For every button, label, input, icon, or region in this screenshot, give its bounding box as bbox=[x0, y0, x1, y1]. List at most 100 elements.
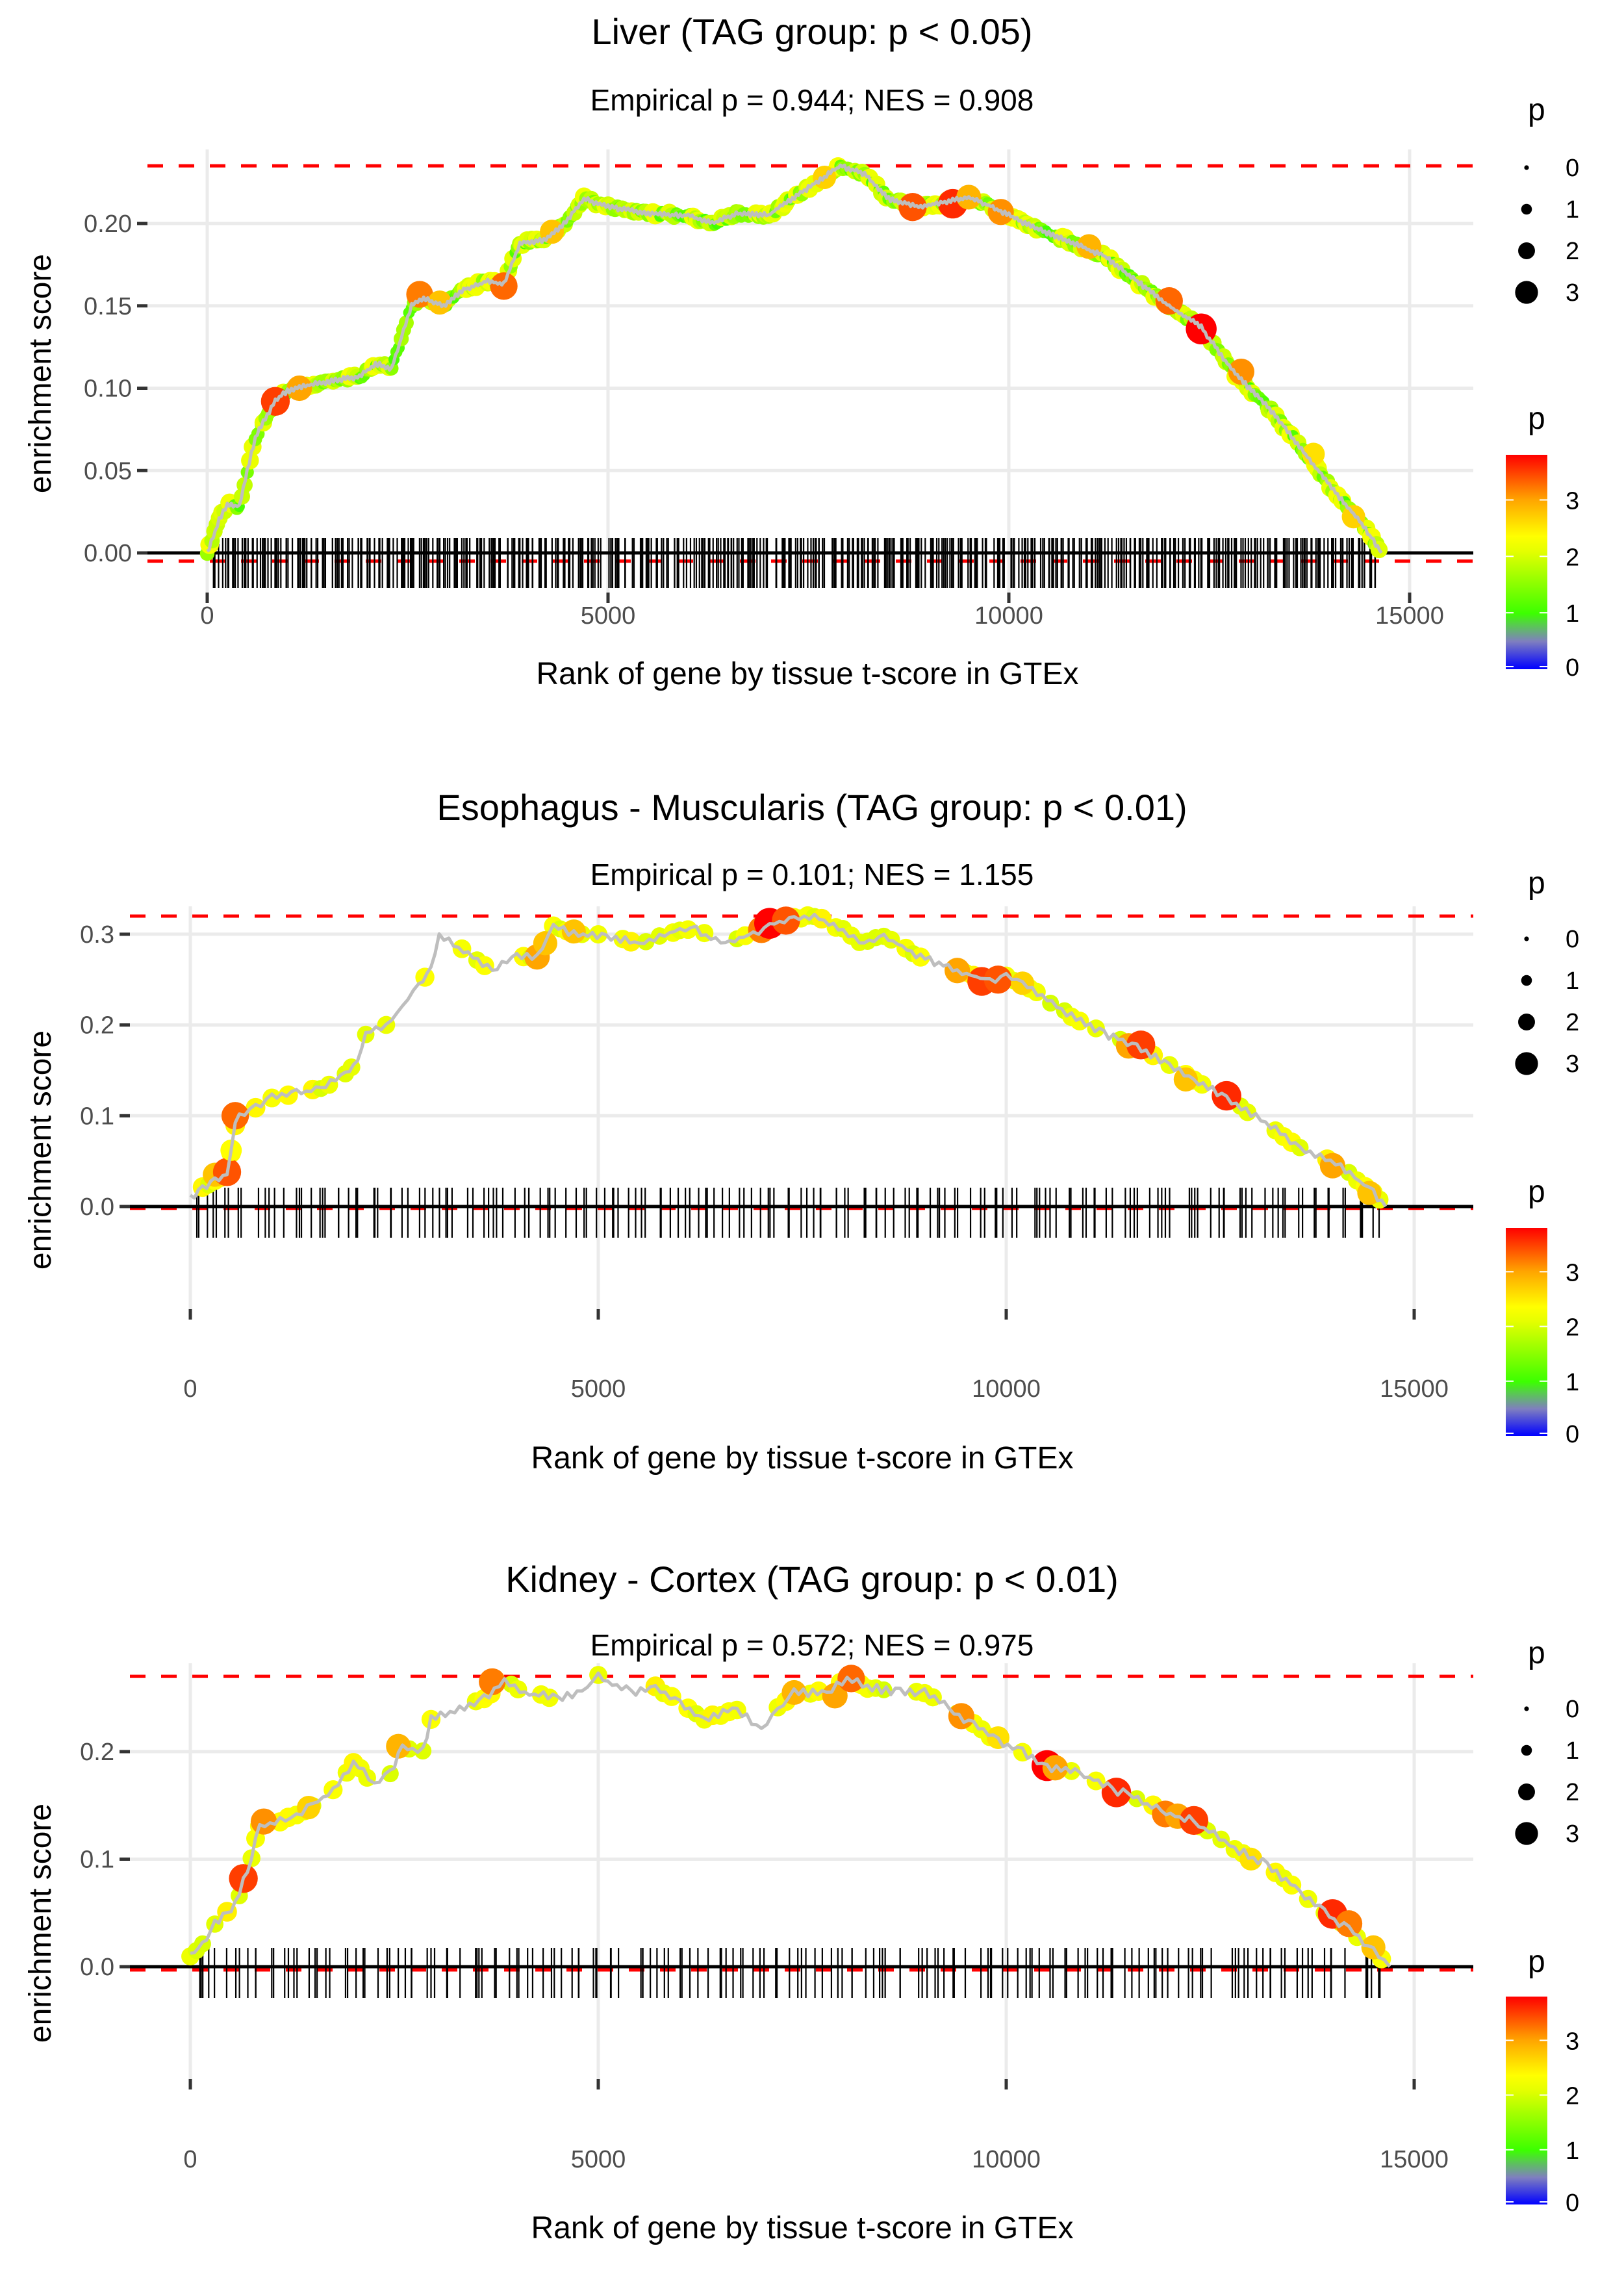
rug-ticks bbox=[199, 1948, 1381, 1998]
data-point-highlight bbox=[822, 1683, 848, 1709]
plot-area: 0.00 0.05 0.10 0.15 0.20 0 5000 10000 15000 bbox=[84, 149, 1473, 630]
y-tick-label: 0.00 bbox=[84, 540, 132, 567]
y-tick-label: 0.05 bbox=[84, 457, 132, 485]
size-legend-title: p bbox=[1528, 866, 1545, 901]
data-point-highlight bbox=[250, 1808, 277, 1835]
chart-subtitle: Empirical p = 0.572; NES = 0.975 bbox=[590, 1628, 1034, 1662]
colorbar-label: 1 bbox=[1566, 1369, 1579, 1396]
data-point-highlight bbox=[1302, 442, 1325, 466]
size-legend-key bbox=[1515, 281, 1538, 304]
y-tick-label: 0.20 bbox=[84, 211, 132, 238]
size-legend-key bbox=[1518, 1014, 1535, 1030]
color-legend: p 0 1 2 3 bbox=[1506, 1945, 1579, 2217]
data-point-highlight bbox=[490, 272, 518, 300]
x-tick-label: 5000 bbox=[581, 602, 636, 630]
colorbar bbox=[1506, 1228, 1547, 1436]
x-tick-label: 10000 bbox=[974, 602, 1043, 630]
x-tick-label: 15000 bbox=[1380, 1375, 1449, 1403]
es-points bbox=[181, 1665, 1391, 1969]
size-legend-label: 3 bbox=[1566, 279, 1579, 307]
size-legend-key bbox=[1518, 1783, 1535, 1800]
data-point-highlight bbox=[479, 1668, 506, 1696]
y-tick-label: 0.1 bbox=[80, 1846, 114, 1874]
x-tick-label: 10000 bbox=[972, 2146, 1041, 2173]
data-point-highlight bbox=[837, 1665, 865, 1693]
colorbar-label: 3 bbox=[1566, 2028, 1579, 2055]
data-point-highlight bbox=[386, 1733, 411, 1759]
size-legend-key bbox=[1521, 1744, 1532, 1756]
data-point-highlight bbox=[1228, 359, 1254, 385]
x-axis-title: Rank of gene by tissue t-score in GTEx bbox=[536, 657, 1078, 691]
color-legend-title: p bbox=[1528, 1175, 1545, 1209]
size-legend-label: 1 bbox=[1566, 1737, 1579, 1765]
size-legend-label: 1 bbox=[1566, 196, 1579, 224]
size-legend-label: 3 bbox=[1566, 1051, 1579, 1078]
data-point-highlight bbox=[1335, 1910, 1363, 1937]
running-es-line bbox=[206, 163, 1383, 554]
chart-title: Kidney - Cortex (TAG group: p < 0.01) bbox=[505, 1559, 1119, 1600]
colorbar bbox=[1506, 1997, 1547, 2204]
size-legend: p 0 1 2 3 bbox=[1515, 1636, 1579, 1848]
data-point bbox=[262, 1088, 282, 1108]
size-legend-key bbox=[1524, 165, 1529, 170]
rug-ticks bbox=[212, 538, 1377, 588]
size-legend-key bbox=[1521, 203, 1532, 215]
size-legend-key bbox=[1524, 936, 1529, 941]
y-axis-title: enrichment score bbox=[23, 254, 58, 493]
plot-area: 0.0 0.1 0.2 0.3 0 5000 10000 15000 bbox=[80, 906, 1473, 1403]
x-tick-label: 5000 bbox=[571, 2146, 626, 2173]
size-legend-label: 2 bbox=[1566, 238, 1579, 265]
colorbar-label: 0 bbox=[1566, 1421, 1579, 1448]
size-legend-label: 1 bbox=[1566, 967, 1579, 995]
es-points bbox=[192, 906, 1389, 1209]
data-point bbox=[662, 1687, 681, 1706]
x-tick-label: 0 bbox=[183, 1375, 197, 1403]
color-legend-title: p bbox=[1528, 402, 1545, 436]
size-legend-key bbox=[1515, 1052, 1538, 1075]
y-tick-label: 0.2 bbox=[80, 1739, 114, 1766]
plot-area: 0.0 0.1 0.2 0 5000 10000 15000 bbox=[80, 1663, 1473, 2173]
y-tick-label: 0.0 bbox=[80, 1194, 114, 1221]
size-legend-label: 2 bbox=[1566, 1779, 1579, 1806]
es-points bbox=[199, 157, 1388, 561]
size-legend: p 0 1 2 3 bbox=[1515, 93, 1579, 307]
colorbar-label: 2 bbox=[1566, 1314, 1579, 1342]
x-tick-label: 5000 bbox=[571, 1375, 626, 1403]
y-tick-label: 0.1 bbox=[80, 1103, 114, 1130]
x-tick-label: 15000 bbox=[1375, 602, 1444, 630]
y-tick-label: 0.3 bbox=[80, 921, 114, 949]
y-axis-title: enrichment score bbox=[23, 1030, 58, 1270]
chart-title: Liver (TAG group: p < 0.05) bbox=[591, 11, 1032, 52]
y-axis-title: enrichment score bbox=[23, 1804, 58, 2043]
data-point bbox=[246, 1097, 266, 1118]
data-point-highlight bbox=[221, 1102, 249, 1130]
data-point bbox=[414, 1742, 432, 1760]
colorbar-label: 2 bbox=[1566, 544, 1579, 571]
x-tick-label: 0 bbox=[200, 602, 214, 630]
size-legend-title: p bbox=[1528, 93, 1545, 127]
running-es-line bbox=[190, 1671, 1391, 1968]
panel-esophagus-muscularis: Esophagus - Muscularis (TAG group: p < 0… bbox=[23, 787, 1579, 1476]
colorbar-label: 1 bbox=[1566, 2138, 1579, 2165]
data-point-highlight bbox=[1155, 287, 1183, 315]
rug-ticks bbox=[196, 1188, 1380, 1238]
colorbar-label: 3 bbox=[1566, 1259, 1579, 1286]
data-point bbox=[911, 947, 930, 967]
colorbar-label: 0 bbox=[1566, 2190, 1579, 2217]
chart-subtitle: Empirical p = 0.944; NES = 0.908 bbox=[590, 83, 1034, 117]
size-legend-label: 0 bbox=[1566, 155, 1579, 182]
size-legend-label: 3 bbox=[1566, 1820, 1579, 1848]
color-legend-title: p bbox=[1528, 1945, 1545, 1979]
colorbar-label: 2 bbox=[1566, 2083, 1579, 2110]
y-tick-label: 0.0 bbox=[80, 1954, 114, 1981]
chart-title: Esophagus - Muscularis (TAG group: p < 0… bbox=[437, 787, 1187, 828]
y-tick-label: 0.10 bbox=[84, 376, 132, 403]
size-legend-title: p bbox=[1528, 1636, 1545, 1670]
panel-kidney-cortex: Kidney - Cortex (TAG group: p < 0.01) Em… bbox=[23, 1559, 1579, 2245]
colorbar-label: 3 bbox=[1566, 487, 1579, 515]
size-legend-key bbox=[1515, 1822, 1538, 1845]
running-es-line bbox=[189, 912, 1388, 1208]
color-legend: p 0 1 2 3 bbox=[1506, 1175, 1579, 1448]
data-point-highlight bbox=[1173, 1067, 1198, 1092]
